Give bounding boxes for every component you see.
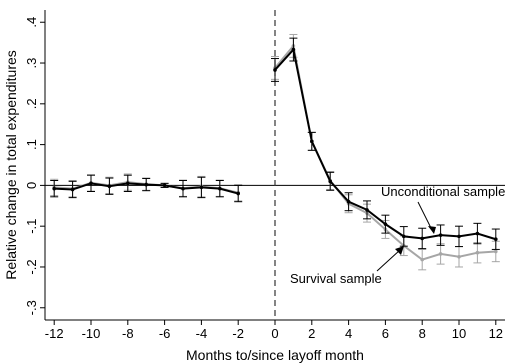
- x-tick-label: -6: [159, 326, 171, 341]
- data-point: [420, 257, 425, 262]
- y-tick-label: -.3: [24, 300, 39, 315]
- data-point: [438, 252, 443, 256]
- data-point: [126, 181, 130, 186]
- x-tick-label: 6: [382, 326, 389, 341]
- y-tick-label: .1: [24, 139, 39, 150]
- y-tick-label: .4: [24, 17, 39, 28]
- data-point: [383, 222, 388, 226]
- data-point: [494, 249, 498, 254]
- data-point: [365, 208, 369, 212]
- data-point: [89, 181, 93, 186]
- data-point: [199, 185, 204, 190]
- data-point: [494, 237, 498, 242]
- series-unconditional-sample: [50, 37, 500, 250]
- data-point: [402, 234, 406, 239]
- x-tick-label: 12: [489, 326, 503, 341]
- x-tick-label: -4: [196, 326, 208, 341]
- data-point: [457, 254, 461, 259]
- annotation-unconditional-sample: Unconditional sample: [381, 184, 505, 199]
- x-tick-label: 2: [308, 326, 315, 341]
- data-point: [346, 199, 351, 204]
- data-point: [328, 179, 333, 184]
- data-point: [291, 47, 296, 52]
- data-point: [475, 250, 480, 255]
- x-tick-label: -2: [232, 326, 244, 341]
- x-tick-label: 8: [419, 326, 426, 341]
- y-tick-label: -.1: [24, 219, 39, 234]
- x-tick-label: 10: [452, 326, 466, 341]
- series-line: [274, 47, 497, 241]
- data-point: [457, 234, 461, 239]
- x-tick-label: -8: [122, 326, 134, 341]
- data-point: [236, 191, 240, 196]
- annotation-arrowhead: [395, 246, 404, 255]
- data-point: [438, 233, 443, 237]
- x-tick-label: -12: [45, 326, 64, 341]
- annotation-arrow: [376, 249, 401, 272]
- x-tick-label: 4: [345, 326, 352, 341]
- data-point: [218, 186, 222, 191]
- x-axis-title: Months to/since layoff month: [186, 347, 364, 363]
- data-point: [475, 231, 480, 236]
- y-axis-title: Relative change in total expenditures: [3, 50, 19, 280]
- annotation-arrowhead: [428, 226, 436, 234]
- data-point: [70, 187, 75, 192]
- annotation-survival-sample: Survival sample: [290, 271, 382, 286]
- data-point: [181, 186, 185, 191]
- y-tick-label: .2: [24, 98, 39, 109]
- data-point: [52, 186, 56, 191]
- data-point: [420, 236, 425, 241]
- x-tick-label: -10: [82, 326, 101, 341]
- annotation-arrow: [417, 201, 433, 231]
- x-tick-label: 0: [271, 326, 278, 341]
- data-point: [107, 184, 112, 189]
- data-point: [273, 68, 277, 72]
- y-tick-label: 0: [24, 182, 39, 189]
- y-tick-label: -.2: [24, 259, 39, 274]
- data-point: [144, 182, 148, 187]
- data-point: [162, 183, 167, 188]
- data-point: [310, 139, 314, 144]
- y-tick-label: .3: [24, 58, 39, 69]
